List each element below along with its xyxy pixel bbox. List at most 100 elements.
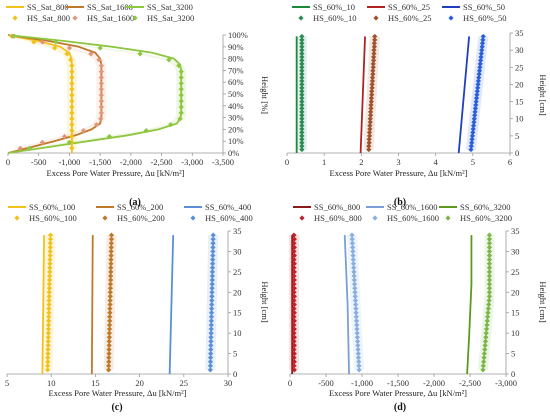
- series-line: [41, 235, 46, 375]
- data-point: [486, 301, 492, 308]
- data-point: [88, 51, 94, 57]
- data-point: [69, 80, 75, 86]
- legend-label: SS_60%_100: [29, 202, 75, 212]
- data-point: [352, 289, 358, 295]
- data-point: [210, 248, 216, 255]
- y-tick-label: 5: [515, 131, 519, 141]
- data-point: [468, 143, 474, 149]
- data-point: [47, 269, 53, 275]
- data-point: [299, 81, 305, 88]
- data-point: [209, 289, 215, 295]
- data-point: [370, 64, 376, 70]
- chart-panel-3: 0 -500 -1,000 -1,500 -2,000 -2,500 -3,00005101…: [288, 202, 548, 413]
- data-point: [108, 252, 114, 259]
- x-tick-label: 1: [322, 157, 326, 167]
- data-point: [47, 261, 53, 267]
- legend-label: HS_60%_400: [205, 213, 253, 223]
- legend-label: SS_Sat_800: [27, 2, 69, 12]
- data-point: [98, 86, 104, 92]
- data-point: [291, 277, 297, 283]
- legend-label: HS_Sat_800: [27, 13, 70, 23]
- y-axis-label: Height [cm]: [538, 281, 548, 322]
- legend-label: SS_60%_200: [117, 202, 163, 212]
- data-point: [354, 334, 360, 340]
- legend-marker-swatch: [132, 15, 138, 21]
- data-point: [482, 346, 488, 353]
- data-point: [356, 363, 362, 369]
- y-tick-label: 90%: [228, 42, 244, 52]
- data-point: [486, 240, 493, 246]
- data-point: [369, 81, 375, 88]
- legend-marker-swatch: [299, 215, 305, 221]
- data-point: [69, 86, 75, 92]
- data-point: [45, 363, 51, 369]
- data-point: [26, 145, 33, 151]
- data-point: [486, 244, 493, 250]
- legend-label: SS_60%_25: [388, 2, 430, 12]
- data-point: [108, 265, 114, 271]
- data-point: [208, 310, 215, 316]
- data-point: [106, 346, 112, 353]
- data-point: [208, 350, 214, 357]
- data-point: [351, 281, 358, 287]
- y-tick-label: 25: [233, 267, 242, 277]
- data-point: [349, 236, 355, 242]
- data-point: [107, 289, 113, 295]
- x-tick-label: 5: [471, 157, 475, 167]
- data-point: [69, 98, 75, 104]
- data-point: [481, 359, 487, 365]
- data-point: [106, 334, 112, 340]
- data-point: [291, 314, 297, 320]
- data-point: [369, 74, 376, 81]
- data-point: [45, 334, 51, 340]
- y-tick-label: 20: [233, 287, 242, 297]
- data-point: [368, 105, 374, 112]
- data-point: [480, 363, 486, 369]
- data-point: [291, 330, 297, 336]
- y-tick-label: 70%: [228, 65, 244, 75]
- data-point: [478, 50, 484, 57]
- data-point: [69, 74, 75, 81]
- data-point: [208, 338, 214, 344]
- legend-label: HS_60%_200: [117, 213, 165, 223]
- data-point: [108, 269, 114, 275]
- y-tick-label: 10: [511, 328, 520, 338]
- legend-label: HS_60%_25: [388, 13, 431, 23]
- data-point: [354, 326, 360, 332]
- data-point: [69, 110, 75, 116]
- data-point: [291, 281, 297, 287]
- data-point: [108, 257, 114, 263]
- data-point: [178, 104, 184, 110]
- x-tick-label: -500: [31, 157, 47, 167]
- data-point: [209, 269, 216, 275]
- data-point: [210, 244, 216, 250]
- data-point: [106, 330, 112, 336]
- data-point: [47, 248, 53, 255]
- data-point: [299, 68, 305, 74]
- data-point: [368, 109, 374, 115]
- data-point: [69, 127, 75, 134]
- data-point: [299, 37, 305, 43]
- y-tick-label: 0: [515, 148, 519, 158]
- data-point: [207, 355, 214, 361]
- data-point: [476, 68, 483, 74]
- data-point: [368, 102, 374, 108]
- data-point: [486, 277, 493, 283]
- data-point: [479, 44, 485, 50]
- legend-marker-swatch: [372, 215, 378, 221]
- legend-marker-swatch: [448, 15, 454, 21]
- data-point: [291, 265, 297, 271]
- data-point: [486, 281, 493, 287]
- data-point: [106, 326, 113, 332]
- data-point: [210, 240, 216, 246]
- legend-label: HS_Sat_3200: [147, 13, 194, 23]
- data-point: [369, 88, 375, 94]
- data-point: [106, 363, 112, 369]
- data-point: [299, 98, 305, 105]
- data-point: [209, 306, 215, 312]
- data-point: [291, 240, 297, 246]
- data-point: [291, 285, 297, 291]
- legend-marker-swatch: [14, 215, 20, 221]
- data-point: [47, 236, 54, 242]
